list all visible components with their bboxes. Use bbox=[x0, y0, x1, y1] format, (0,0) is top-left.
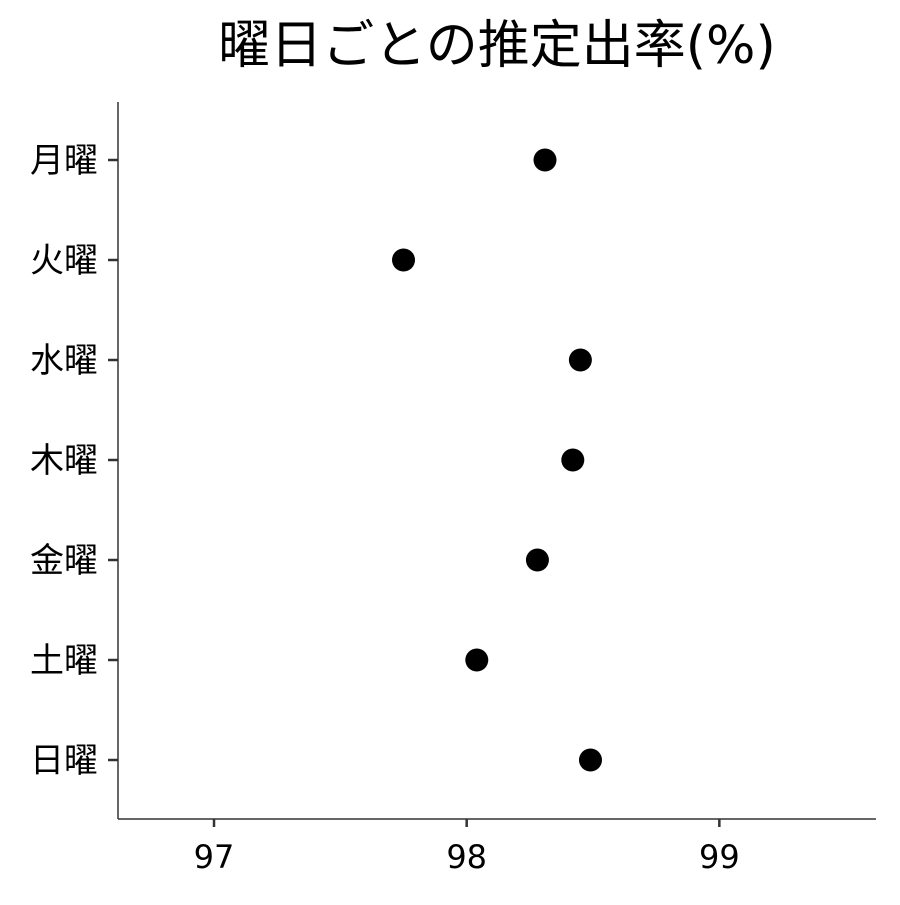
data-point bbox=[525, 548, 549, 572]
data-point bbox=[533, 148, 557, 172]
x-tick-label: 98 bbox=[446, 838, 487, 876]
y-tick-label: 水曜 bbox=[30, 341, 98, 381]
data-point bbox=[465, 648, 489, 672]
data-point bbox=[392, 248, 416, 272]
y-tick-label: 木曜 bbox=[30, 441, 98, 481]
y-tick-label: 日曜 bbox=[30, 741, 98, 781]
y-tick-label: 金曜 bbox=[30, 541, 98, 581]
y-tick-label: 月曜 bbox=[30, 141, 98, 181]
y-tick-label: 火曜 bbox=[30, 241, 98, 281]
chart-title: 曜日ごとの推定出率(%) bbox=[218, 16, 775, 76]
points-group bbox=[392, 148, 602, 772]
data-point bbox=[561, 448, 585, 472]
x-tick-label: 99 bbox=[699, 838, 740, 876]
data-point bbox=[568, 348, 592, 372]
y-tick-label: 土曜 bbox=[30, 641, 98, 681]
x-tick-label: 97 bbox=[194, 838, 235, 876]
data-point bbox=[578, 748, 602, 772]
